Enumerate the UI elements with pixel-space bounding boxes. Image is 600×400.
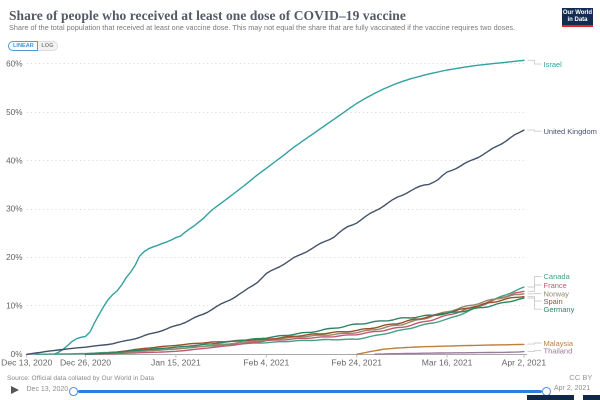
- svg-text:Dec 13, 2020: Dec 13, 2020: [1, 357, 52, 367]
- svg-text:Thailand: Thailand: [544, 347, 573, 356]
- svg-text:Dec 26, 2020: Dec 26, 2020: [60, 357, 111, 367]
- svg-text:Apr 2, 2021: Apr 2, 2021: [502, 357, 547, 367]
- svg-text:20%: 20%: [6, 253, 22, 262]
- svg-text:Mar 16, 2021: Mar 16, 2021: [422, 357, 473, 367]
- svg-text:United Kingdom: United Kingdom: [544, 127, 597, 136]
- svg-text:Canada: Canada: [544, 272, 571, 281]
- svg-text:10%: 10%: [6, 302, 22, 311]
- svg-text:0%: 0%: [11, 350, 23, 359]
- svg-text:Feb 4, 2021: Feb 4, 2021: [243, 357, 289, 367]
- svg-text:Germany: Germany: [544, 305, 575, 314]
- svg-text:Norway: Norway: [544, 289, 570, 298]
- svg-text:50%: 50%: [6, 108, 22, 117]
- svg-text:60%: 60%: [6, 59, 22, 68]
- svg-text:30%: 30%: [6, 205, 22, 214]
- svg-text:Malaysia: Malaysia: [544, 339, 574, 348]
- svg-text:Feb 24, 2021: Feb 24, 2021: [331, 357, 382, 367]
- svg-text:Spain: Spain: [544, 297, 563, 306]
- svg-text:France: France: [544, 281, 567, 290]
- svg-text:40%: 40%: [6, 156, 22, 165]
- svg-text:Israel: Israel: [544, 60, 563, 69]
- svg-text:Jan 15, 2021: Jan 15, 2021: [151, 357, 201, 367]
